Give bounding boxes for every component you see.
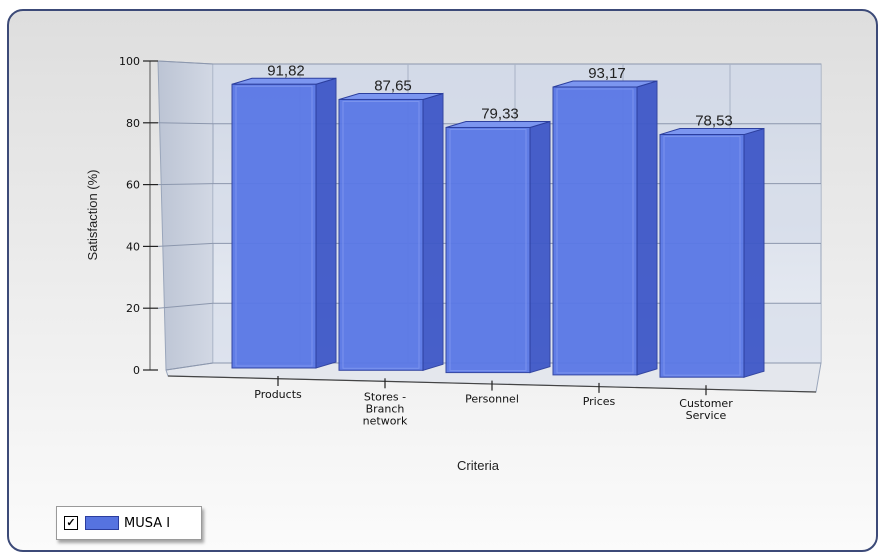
y-tick-label: 0 — [133, 364, 140, 377]
x-tick-label-line: Stores - — [364, 390, 406, 403]
gridline-side — [157, 302, 214, 309]
x-tick-label-line: Personnel — [465, 393, 519, 406]
gridline-side — [157, 183, 214, 186]
bar-side — [529, 120, 551, 374]
x-axis-title: Criteria — [457, 458, 500, 473]
bar-side — [743, 127, 765, 378]
legend-checkbox[interactable]: ✓ — [64, 516, 78, 530]
axes: 0 20 40 60 80 100 Products Stores -Branch networ… — [119, 55, 817, 427]
x-tick-label-line: Branch — [366, 402, 405, 415]
bar — [445, 120, 551, 374]
left-wall — [157, 60, 214, 371]
y-tick-label: 60 — [126, 179, 140, 192]
y-tick-label: 80 — [126, 117, 140, 130]
legend: ✓ MUSA I — [56, 506, 202, 540]
bar-side — [315, 77, 337, 369]
gridline-side — [157, 60, 214, 65]
bar-highlight — [663, 136, 741, 376]
gridline-side — [157, 242, 214, 247]
bar-highlight — [342, 100, 420, 369]
bar-highlight — [556, 88, 634, 374]
x-tick-label: Customer Service — [679, 397, 733, 422]
bar-front — [338, 98, 424, 371]
bars: 91,82 87,65 79,33 93,17 78,53 — [231, 62, 765, 378]
legend-swatch — [85, 516, 119, 530]
x-tick-label: Prices — [583, 395, 616, 408]
y-tick-label: 20 — [126, 302, 140, 315]
x-tick-label-line: Service — [686, 409, 727, 422]
x-tick-label-line: Products — [254, 388, 302, 401]
bar-highlight — [235, 85, 313, 367]
x-tick-label-line: Prices — [583, 395, 616, 408]
data-label: 91,82 — [267, 62, 305, 79]
bar-front — [552, 86, 638, 376]
data-label: 78,53 — [695, 113, 733, 130]
bar-highlight — [449, 128, 527, 372]
x-tick-label: Products — [254, 388, 302, 401]
bar-side — [422, 92, 444, 371]
x-tick-label-line: network — [363, 414, 408, 427]
bar-side — [636, 80, 658, 376]
bar — [659, 127, 765, 378]
data-label: 87,65 — [374, 77, 412, 94]
data-label: 79,33 — [481, 105, 519, 122]
y-axis-title: Satisfaction (%) — [85, 169, 100, 260]
bar-front — [445, 126, 531, 374]
bar — [338, 92, 444, 371]
gridline-side — [157, 122, 214, 125]
y-tick-label: 40 — [126, 240, 140, 253]
x-tick-label: Stores -Branch network — [363, 390, 408, 427]
bar — [552, 80, 658, 376]
bar — [231, 77, 337, 369]
y-tick-label: 100 — [119, 55, 140, 68]
gridline-side — [165, 362, 214, 371]
legend-label: MUSA I — [124, 515, 171, 531]
bar-front — [231, 83, 317, 369]
x-tick-label-line: Customer — [679, 397, 733, 410]
x-tick-label: Personnel — [465, 393, 519, 406]
data-label: 93,17 — [588, 65, 626, 82]
bar-front — [659, 134, 745, 378]
